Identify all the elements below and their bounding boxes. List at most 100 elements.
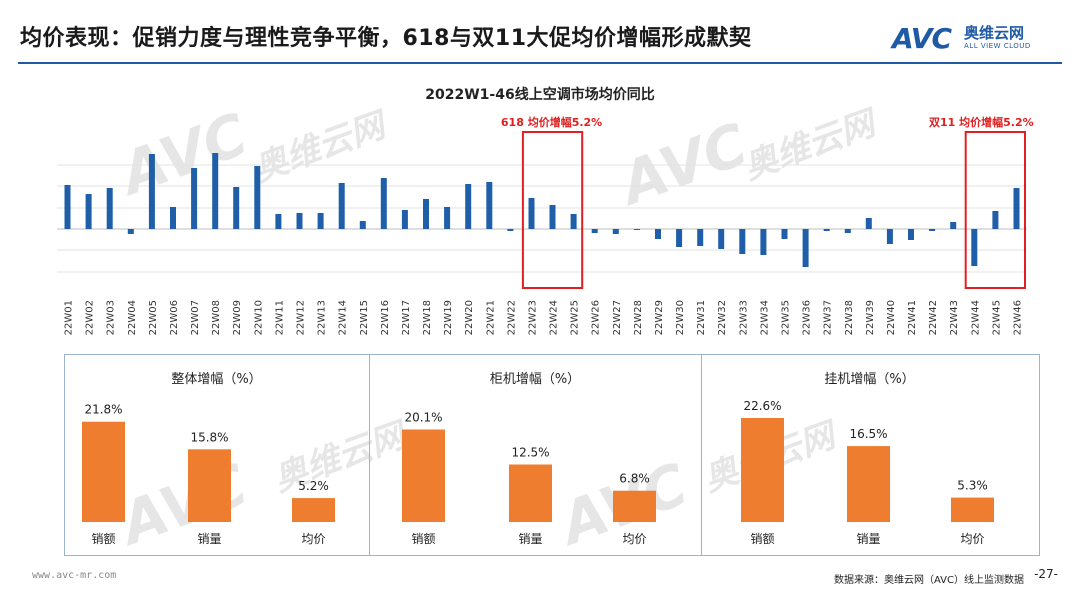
- bar-22W38: [844, 229, 851, 233]
- x-tick-label: 22W29: [654, 300, 665, 335]
- logo-en: ALL VIEW CLOUD: [964, 42, 1031, 50]
- x-tick-label: 22W08: [211, 300, 222, 335]
- bar-22W01: [64, 185, 71, 229]
- category-label: 均价: [622, 532, 646, 546]
- bar-22W18: [423, 199, 429, 229]
- panel-bar-销额: [741, 418, 784, 522]
- x-tick-label: 22W38: [844, 300, 855, 335]
- bar-22W04: [127, 229, 134, 234]
- panel-divider: [369, 355, 370, 555]
- panel-bar-均价: [951, 497, 994, 522]
- x-tick-label: 22W15: [359, 300, 370, 335]
- x-tick-label: 22W26: [591, 300, 602, 335]
- data-source: 数据来源：奥维云网（AVC）线上监测数据: [833, 575, 1024, 586]
- x-tick-label: 22W20: [464, 300, 475, 335]
- bar-22W15: [359, 221, 366, 229]
- panel-title: 柜机增幅（%）: [490, 372, 580, 387]
- x-tick-label: 22W42: [928, 300, 939, 335]
- bar-22W36: [802, 229, 809, 267]
- category-label: 销量: [856, 532, 880, 546]
- x-tick-label: 22W37: [823, 300, 834, 335]
- bar-22W39: [865, 218, 872, 229]
- bar-22W05: [148, 154, 155, 229]
- bar-22W11: [275, 214, 282, 229]
- x-tick-label: 22W34: [759, 300, 770, 335]
- panel-divider: [701, 355, 702, 555]
- bar-22W31: [697, 229, 704, 246]
- panel-bar-销量: [188, 449, 231, 522]
- bar-22W41: [908, 229, 914, 240]
- bar-22W23: [528, 198, 535, 229]
- bar-22W21: [486, 182, 493, 229]
- x-tick-label: 22W05: [148, 300, 159, 335]
- avc-logo: AVC 奥维云网 ALL VIEW CLOUD: [892, 22, 1062, 56]
- bar-22W08: [212, 153, 219, 229]
- data-label: 15.8%: [190, 430, 228, 444]
- bar-22W43: [950, 222, 957, 229]
- bar-22W20: [465, 184, 472, 229]
- panel-bar-销额: [402, 429, 445, 522]
- bar-22W28: [633, 229, 640, 230]
- bar-22W46: [1013, 188, 1020, 229]
- x-tick-label: 22W44: [970, 300, 981, 335]
- x-tick-label: 22W45: [991, 300, 1002, 335]
- title-divider: [18, 62, 1062, 64]
- bar-22W26: [591, 229, 598, 233]
- chart-title: 2022W1-46线上空调市场均价同比: [425, 87, 655, 103]
- panel-bar-销量: [509, 464, 552, 522]
- page-title: 均价表现：促销力度与理性竞争平衡，618与双11大促均价增幅形成默契: [20, 26, 752, 51]
- x-tick-label: 22W09: [232, 300, 243, 335]
- x-tick-label: 22W36: [802, 300, 813, 335]
- bar-22W40: [886, 229, 893, 244]
- data-label: 5.3%: [957, 479, 988, 493]
- x-tick-label: 22W02: [85, 300, 96, 335]
- x-tick-label: 22W16: [380, 300, 391, 335]
- bar-22W07: [191, 168, 198, 229]
- bar-22W19: [444, 207, 451, 229]
- x-tick-label: 22W35: [781, 300, 792, 335]
- category-label: 销额: [750, 532, 774, 546]
- x-tick-label: 22W24: [549, 300, 560, 335]
- x-tick-label: 22W07: [190, 300, 201, 335]
- highlight-box: [964, 131, 1027, 289]
- bar-22W24: [549, 205, 556, 229]
- bar-22W44: [971, 229, 978, 266]
- bar-22W10: [254, 166, 261, 229]
- x-tick-label: 22W03: [106, 300, 117, 335]
- bar-22W37: [823, 229, 830, 231]
- panel-bar-销额: [82, 421, 125, 522]
- bar-22W25: [570, 214, 577, 229]
- bar-22W42: [929, 229, 936, 231]
- bar-22W30: [676, 229, 683, 247]
- x-tick-label: 22W43: [949, 300, 960, 335]
- bar-22W35: [781, 229, 788, 239]
- bar-22W16: [380, 178, 387, 229]
- bar-22W09: [233, 187, 240, 229]
- bar-22W02: [85, 194, 92, 229]
- highlight-box: [521, 131, 584, 289]
- x-tick-label: 22W40: [886, 300, 897, 335]
- bar-22W27: [612, 229, 619, 234]
- bar-22W32: [718, 229, 725, 249]
- annotation-double11-label: 双11 均价增幅5.2%: [929, 116, 1034, 129]
- panel-bar-均价: [292, 498, 335, 522]
- category-label: 均价: [301, 532, 325, 546]
- x-tick-label: 22W17: [401, 300, 412, 335]
- x-tick-label: 22W01: [64, 300, 75, 335]
- x-tick-label: 22W18: [422, 300, 433, 335]
- x-tick-label: 22W10: [253, 300, 264, 335]
- logo-mark: AVC: [892, 22, 952, 55]
- website-url[interactable]: www.avc-mr.com: [32, 570, 117, 581]
- panel-title: 挂机增幅（%）: [824, 372, 914, 387]
- bar-22W34: [760, 229, 767, 255]
- bar-22W03: [106, 188, 113, 229]
- bar-22W17: [401, 210, 408, 229]
- page-number: -27-: [1034, 567, 1058, 581]
- x-tick-label: 22W31: [696, 300, 707, 335]
- logo-cn: 奥维云网: [964, 24, 1025, 42]
- x-tick-label: 22W32: [717, 300, 728, 335]
- panel-title: 整体增幅（%）: [171, 372, 261, 387]
- x-tick-label: 22W25: [570, 300, 581, 335]
- bar-22W06: [170, 207, 176, 229]
